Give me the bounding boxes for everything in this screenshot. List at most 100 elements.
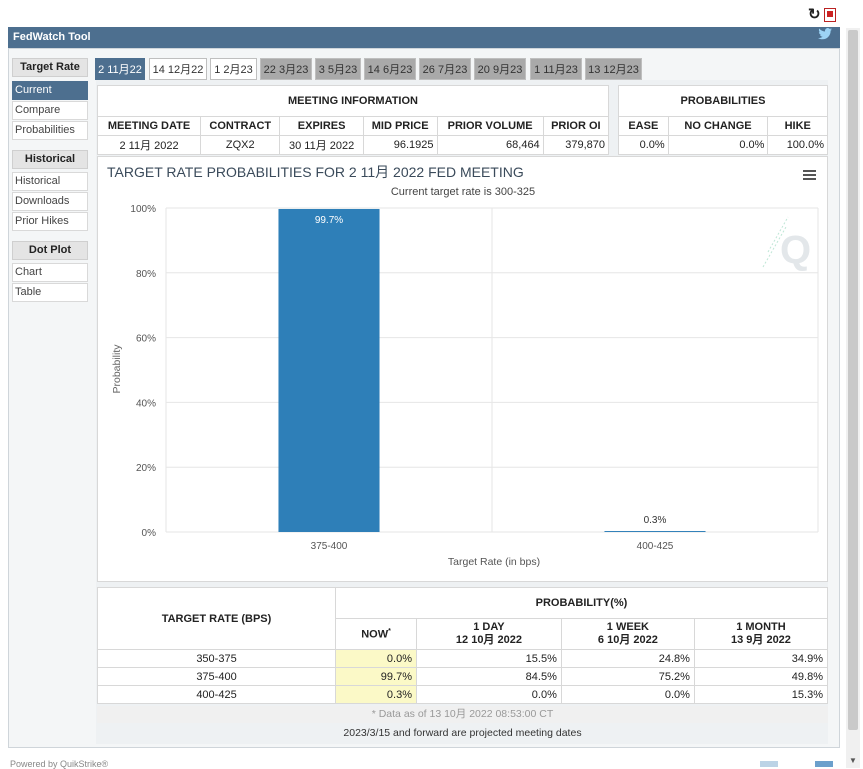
mid-price: 96.1925 — [362, 135, 438, 155]
col-header: CONTRACT — [200, 116, 281, 136]
tab-meeting[interactable]: 3 5月23 — [315, 58, 361, 80]
data-label: 0.3% — [644, 515, 667, 526]
month-cell: 34.9% — [693, 649, 829, 668]
table-row: 375-400 99.7% 84.5% 75.2% 49.8% — [97, 667, 829, 686]
y-tick-label: 20% — [136, 463, 156, 474]
now-footnote-mark: * — [388, 627, 391, 635]
tab-meeting[interactable]: 14 6月23 — [364, 58, 416, 80]
x-tick-label: 375-400 — [311, 541, 348, 552]
col-1week: 1 WEEK — [606, 621, 649, 633]
month-cell: 49.8% — [693, 667, 829, 686]
chart-svg: TARGET RATE PROBABILITIES FOR 2 11月 2022… — [107, 164, 819, 568]
col-header: HIKE — [767, 116, 828, 136]
y-tick-label: 100% — [130, 204, 156, 215]
svg-text:Q: Q — [780, 228, 811, 272]
tab-meeting[interactable]: 2 11月22 — [95, 58, 145, 80]
sidebar-item-downloads[interactable]: Downloads — [12, 192, 88, 211]
probabilities-table: PROBABILITIES EASE NO CHANGE HIKE 0.0% 0… — [618, 85, 828, 155]
table-row: 350-375 0.0% 15.5% 24.8% 34.9% — [97, 649, 829, 668]
sidebar-header-dot-plot: Dot Plot — [12, 241, 88, 260]
scroll-thumb[interactable] — [848, 30, 858, 730]
prob-ease: 0.0% — [618, 135, 669, 155]
col-1month-date: 13 9月 2022 — [730, 634, 791, 646]
chart-title: TARGET RATE PROBABILITIES FOR 2 11月 2022… — [107, 164, 524, 180]
sidebar-item-compare[interactable]: Compare — [12, 101, 88, 120]
bar-400-425[interactable] — [604, 531, 706, 532]
tab-meeting[interactable]: 26 7月23 — [419, 58, 471, 80]
footer-button[interactable] — [760, 761, 778, 767]
tab-meeting[interactable]: 1 11月23 — [530, 58, 582, 80]
col-header: PRIOR VOLUME — [436, 116, 544, 136]
contract: ZQX2 — [200, 135, 281, 155]
y-tick-label: 80% — [136, 269, 156, 280]
tab-meeting[interactable]: 1 2月23 — [210, 58, 257, 80]
day-cell: 15.5% — [416, 649, 562, 668]
rate-cell: 375-400 — [97, 667, 336, 686]
rate-cell: 400-425 — [97, 685, 336, 704]
menu-icon[interactable] — [803, 170, 816, 180]
x-tick-label: 400-425 — [637, 541, 674, 552]
now-cell: 0.3% — [335, 685, 417, 704]
y-tick-label: 60% — [136, 334, 156, 345]
footer-button[interactable] — [815, 761, 833, 767]
col-1month: 1 MONTH — [736, 621, 786, 633]
col-1week-date: 6 10月 2022 — [597, 634, 658, 646]
scrollbar[interactable]: ▼ — [846, 28, 860, 768]
week-cell: 24.8% — [560, 649, 695, 668]
pdf-icon[interactable] — [824, 8, 836, 22]
day-cell: 0.0% — [416, 685, 562, 704]
tab-meeting[interactable]: 14 12月22 — [149, 58, 207, 80]
probabilities-title: PROBABILITIES — [618, 85, 828, 117]
quikstrike-logo-icon: Q — [762, 216, 811, 272]
refresh-icon[interactable]: ↻ — [808, 6, 821, 23]
top-toolbar — [0, 0, 848, 27]
col-header: NO CHANGE — [667, 116, 769, 136]
powered-by[interactable]: Powered by QuikStrike® — [10, 759, 109, 769]
tab-meeting[interactable]: 22 3月23 — [260, 58, 312, 80]
month-cell: 15.3% — [693, 685, 829, 704]
col-header: PRIOR OI — [542, 116, 610, 136]
sidebar-item-current[interactable]: Current — [12, 81, 88, 100]
y-tick-label: 0% — [142, 528, 157, 539]
expires: 30 11月 2022 — [279, 135, 364, 155]
app-title: FedWatch Tool — [8, 27, 840, 48]
now-header: NOW — [361, 628, 389, 641]
col-header: EASE — [618, 116, 669, 136]
table-row: 400-425 0.3% 0.0% 0.0% 15.3% — [97, 685, 829, 704]
week-cell: 75.2% — [560, 667, 695, 686]
prior-volume: 68,464 — [436, 135, 544, 155]
probability-chart: TARGET RATE PROBABILITIES FOR 2 11月 2022… — [97, 156, 828, 582]
sidebar-item-historical[interactable]: Historical — [12, 172, 88, 191]
sidebar-header-historical: Historical — [12, 150, 88, 169]
rate-cell: 350-375 — [97, 649, 336, 668]
day-cell: 84.5% — [416, 667, 562, 686]
sidebar-item-chart[interactable]: Chart — [12, 263, 88, 282]
meeting-info-table: MEETING INFORMATION MEETING DATE CONTRAC… — [96, 85, 610, 155]
col-header: EXPIRES — [279, 116, 364, 136]
week-cell: 0.0% — [560, 685, 695, 704]
prob-hike: 100.0% — [767, 135, 828, 155]
bar-375-400[interactable] — [278, 208, 380, 533]
tab-meeting[interactable]: 20 9月23 — [474, 58, 526, 80]
chart-subtitle: Current target rate is 300-325 — [391, 186, 535, 198]
twitter-icon[interactable] — [818, 28, 832, 43]
tab-meeting[interactable]: 13 12月23 — [585, 58, 642, 80]
data-as-of-note: * Data as of 13 10月 2022 08:53:00 CT — [97, 706, 828, 723]
col-header: MID PRICE — [362, 116, 438, 136]
sidebar-item-table[interactable]: Table — [12, 283, 88, 302]
sidebar-item-probabilities[interactable]: Probabilities — [12, 121, 88, 140]
data-label: 99.7% — [315, 215, 343, 226]
x-axis-label: Target Rate (in bps) — [448, 556, 540, 568]
probability-history-table: TARGET RATE (BPS) PROBABILITY(%) NOW* 1 … — [97, 587, 829, 704]
y-axis-label: Probability — [111, 344, 123, 394]
col-1day-date: 12 10月 2022 — [455, 634, 522, 646]
sidebar-item-prior-hikes[interactable]: Prior Hikes — [12, 212, 88, 231]
meeting-info-title: MEETING INFORMATION — [97, 85, 609, 117]
col-header: MEETING DATE — [96, 116, 202, 136]
prior-oi: 379,870 — [542, 135, 610, 155]
sidebar-header-target-rate: Target Rate — [12, 58, 88, 77]
y-tick-label: 40% — [136, 398, 156, 409]
col-1day: 1 DAY — [473, 621, 505, 633]
scroll-down-icon[interactable]: ▼ — [849, 756, 857, 765]
now-cell: 0.0% — [335, 649, 417, 668]
